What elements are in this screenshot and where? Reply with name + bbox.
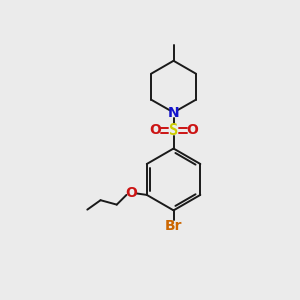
Text: O: O: [149, 123, 161, 137]
Text: Br: Br: [165, 219, 182, 233]
Text: N: N: [168, 106, 179, 120]
Text: O: O: [125, 186, 137, 200]
Text: O: O: [186, 123, 198, 137]
Text: S: S: [169, 123, 178, 138]
